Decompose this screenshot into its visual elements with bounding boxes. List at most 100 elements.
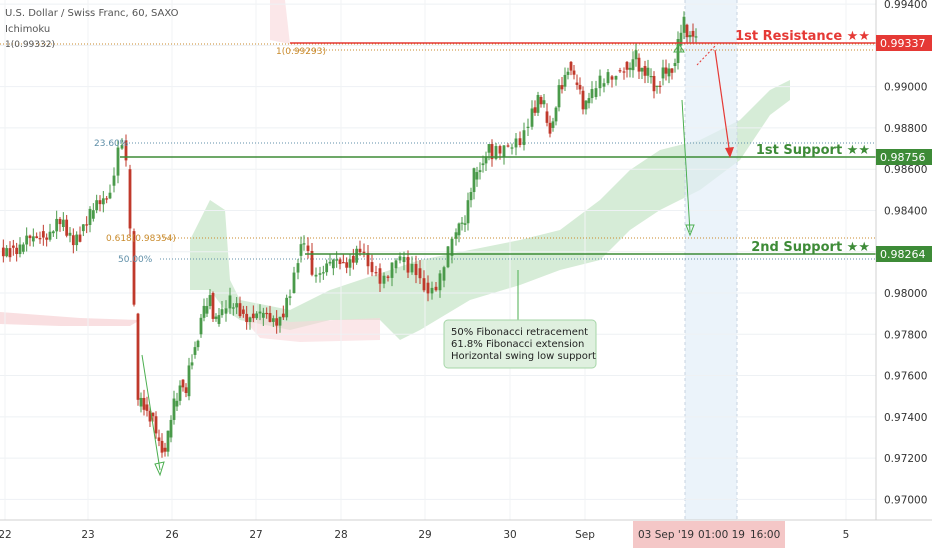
candle-body <box>310 250 314 275</box>
candle-body <box>142 397 146 410</box>
candle-body <box>606 72 610 84</box>
candle-body <box>45 237 49 240</box>
candle-body <box>355 248 359 263</box>
candle-body <box>484 156 488 164</box>
candle-body <box>554 107 558 122</box>
candle-body <box>35 236 39 239</box>
x-tick-label: 26 <box>165 529 179 541</box>
candle-body <box>661 67 665 79</box>
candle-body <box>214 316 218 319</box>
candle-body <box>602 83 606 87</box>
candle-body <box>105 198 109 200</box>
candle-body <box>241 309 245 314</box>
projection-arrow-green-head <box>685 224 695 237</box>
candle-body <box>438 273 442 291</box>
candle-body <box>217 315 221 324</box>
candle-body <box>208 295 212 307</box>
fib-618-label: 0.618(0.98354) <box>106 234 176 244</box>
candle-body <box>366 252 370 267</box>
fib-1-label: 1(0.99293) <box>276 47 326 57</box>
candle-body <box>145 404 149 411</box>
candle-body <box>418 268 422 279</box>
annotation-line-3: Horizontal swing low support <box>451 351 596 362</box>
candle-body <box>275 318 279 326</box>
support-2-label: 2nd Support ★★ <box>751 240 870 255</box>
candle-body <box>245 313 249 323</box>
candle-body <box>231 307 235 309</box>
candle-body <box>196 340 200 348</box>
candle-body <box>374 272 378 274</box>
candle-body <box>614 75 618 80</box>
candle-body <box>679 32 683 46</box>
cloud-red-area <box>0 312 140 326</box>
support-2-price: 0.98264 <box>880 248 926 261</box>
candle-body <box>530 108 534 127</box>
fib-top-left-label: 1(0.99332) <box>5 40 55 50</box>
candle-body <box>542 100 546 105</box>
time-axis-ticks: 22 23 26 27 28 29 30 Sep 5 <box>0 529 849 541</box>
x-tick-label: 5 <box>843 529 850 541</box>
candle-body <box>71 235 75 246</box>
candle-body <box>594 88 598 97</box>
candle-body <box>306 245 310 251</box>
time-axis[interactable] <box>0 520 932 550</box>
candle-body <box>406 256 410 273</box>
candle-body <box>551 121 555 128</box>
candle-body <box>128 169 132 229</box>
candle-body <box>370 262 374 273</box>
candle-body <box>506 145 510 147</box>
candle-body <box>563 74 567 87</box>
candle-body <box>382 275 386 284</box>
candle-body <box>478 170 482 173</box>
candle-body <box>193 347 197 355</box>
x-tick-label: 28 <box>334 529 347 541</box>
candle-body <box>673 62 677 67</box>
candle-body <box>575 82 579 85</box>
candle-body <box>321 272 325 274</box>
candle-body <box>255 313 259 319</box>
candles <box>1 11 698 458</box>
peak-arrow-green-head <box>673 43 685 53</box>
candle-body <box>5 248 9 257</box>
candle-body <box>314 274 318 277</box>
candle-body <box>78 234 82 242</box>
fib-236-label: 23.60% <box>94 139 129 149</box>
candle-body <box>281 313 285 318</box>
time-highlight-date: 03 Sep '19 <box>638 529 694 541</box>
candle-body <box>220 309 224 316</box>
candle-body <box>21 244 25 252</box>
candle-body <box>178 385 182 401</box>
candle-body <box>469 192 473 201</box>
candle-body <box>224 308 228 314</box>
candle-body <box>98 200 102 205</box>
candle-body <box>1 247 5 257</box>
candle-body <box>157 437 161 441</box>
resistance-1-label: 1st Resistance ★★ <box>735 29 870 44</box>
candle-body <box>358 248 362 253</box>
candle-body <box>494 146 498 159</box>
candle-body <box>228 295 232 309</box>
candle-body <box>434 286 438 291</box>
candle-body <box>202 305 206 318</box>
projection-arrow-red-head <box>725 147 734 158</box>
candle-body <box>348 259 352 268</box>
ichimoku-cloud <box>0 0 790 342</box>
candle-body <box>649 76 653 78</box>
candle-body <box>622 71 626 73</box>
candle-body <box>48 231 52 240</box>
candle-body <box>132 231 136 305</box>
candle-body <box>331 259 335 269</box>
cloud-red-area <box>240 315 380 342</box>
candle-body <box>510 147 514 149</box>
candle-body <box>362 251 366 253</box>
candle-body <box>278 316 282 326</box>
candle-body <box>65 219 69 236</box>
y-tick-label: 0.99400 <box>884 0 927 11</box>
candle-body <box>205 306 209 314</box>
candle-body <box>38 238 42 240</box>
candle-body <box>694 36 698 38</box>
candle-body <box>498 146 502 154</box>
candle-body <box>502 145 506 157</box>
candle-body <box>652 76 656 92</box>
